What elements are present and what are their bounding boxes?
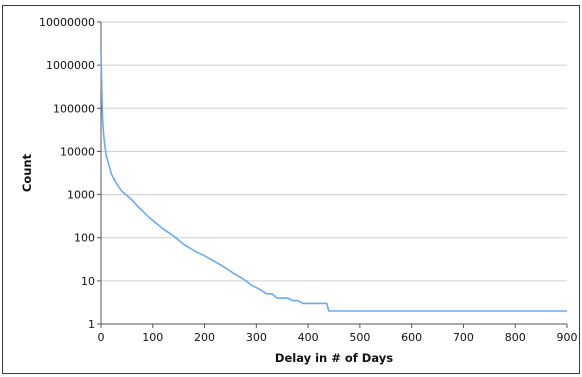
x-tick-label: 600 [401,331,422,344]
x-tick-label: 0 [98,331,105,344]
axes [97,21,568,328]
y-axis-title: Count [20,153,34,192]
series-layer [100,52,567,312]
x-tick-label: 200 [194,331,215,344]
gridlines [101,21,567,282]
x-tick-label: 800 [505,331,526,344]
x-tick-label: 500 [349,331,370,344]
x-tick-label: 700 [453,331,474,344]
chart-frame [2,5,580,374]
x-tick-label: 900 [557,331,578,344]
y-tick-label: 100000 [53,102,95,115]
x-axis-title: Delay in # of Days [275,351,393,365]
y-tick-label: 1 [88,318,95,331]
series-line [100,52,567,312]
y-tick-label: 10 [81,275,95,288]
x-tick-label: 100 [142,331,163,344]
x-axis-tick-labels: 0 100 200 300 400 500 600 700 800 900 [98,331,578,344]
y-tick-label: 1000 [67,189,95,202]
y-axis-tick-labels: 1 10 100 1000 10000 100000 1000000 10000000 [39,16,95,331]
y-tick-label: 100 [74,232,95,245]
x-tick-label: 400 [298,331,319,344]
y-tick-label: 10000 [60,145,95,158]
x-tick-label: 300 [246,331,267,344]
y-tick-label: 1000000 [46,59,95,72]
y-tick-label: 10000000 [39,16,95,29]
